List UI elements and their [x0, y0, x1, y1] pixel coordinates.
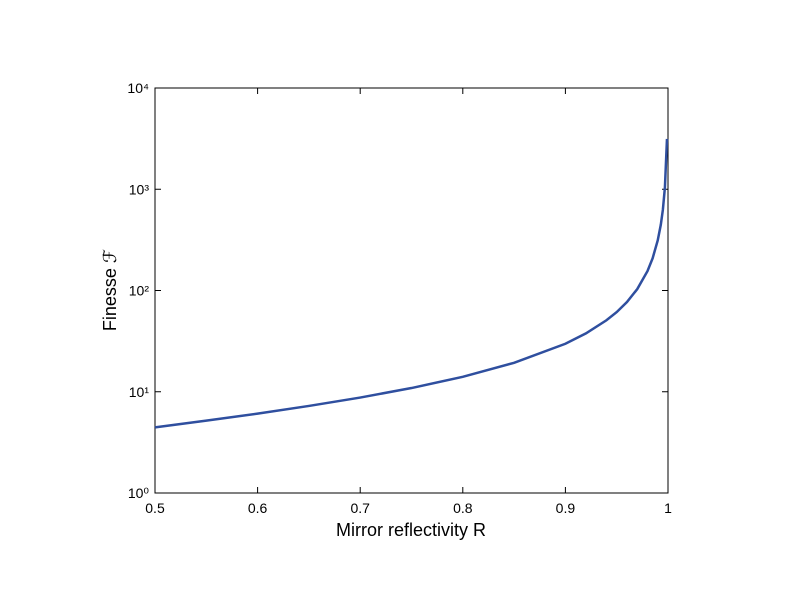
x-tick-label: 0.7: [350, 500, 370, 516]
plot-area: [154, 87, 669, 494]
y-tick-label: 10³: [129, 181, 150, 197]
y-tick-label: 10⁰: [128, 485, 150, 501]
x-axis-label: Mirror reflectivity R: [336, 520, 486, 540]
data-line: [154, 138, 669, 429]
y-axis-label: Finesse ℱ: [100, 249, 120, 331]
x-tick-label: 0.8: [453, 500, 473, 516]
y-tick-label: 10¹: [129, 384, 150, 400]
x-tick-label: 0.9: [556, 500, 576, 516]
y-tick-label: 10²: [129, 283, 150, 299]
x-tick-label: 0.5: [145, 500, 165, 516]
x-tick-label: 1: [664, 500, 672, 516]
y-tick-label: 10⁴: [127, 80, 149, 96]
x-tick-label: 0.6: [248, 500, 268, 516]
